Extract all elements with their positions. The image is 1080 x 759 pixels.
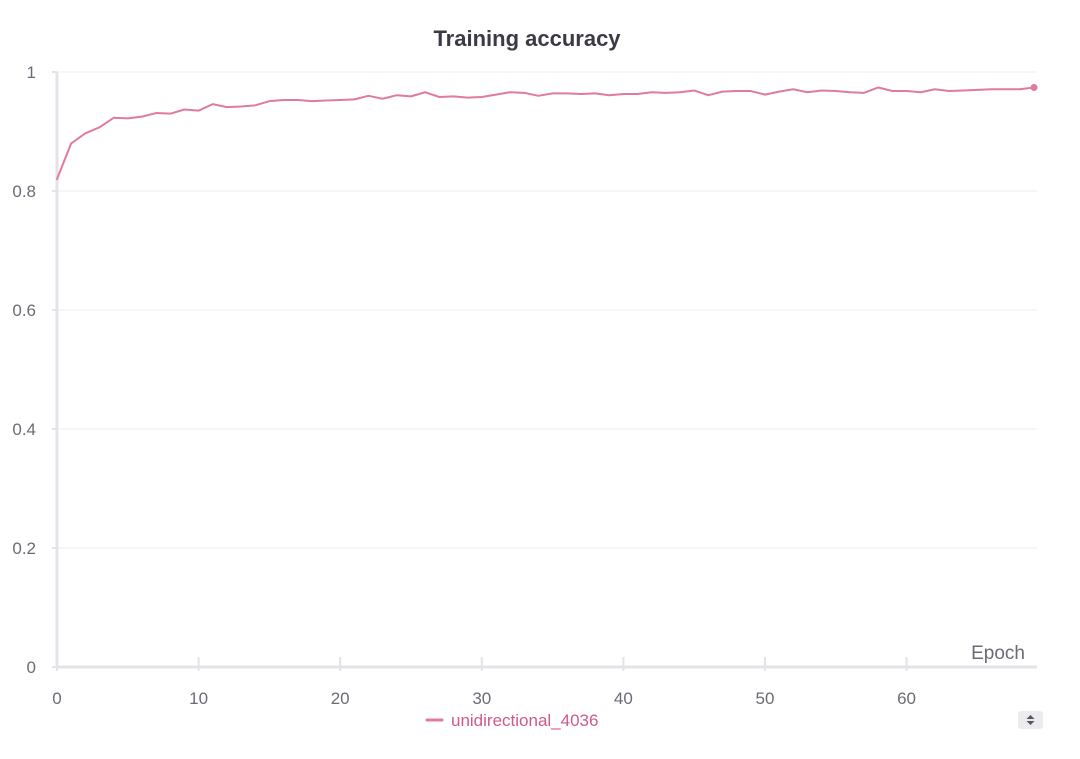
x-tick-labels: 0 10 20 30 40 50 60 [52, 689, 916, 708]
series-end-point [1030, 83, 1038, 91]
y-tick-label: 0.6 [12, 301, 36, 320]
y-tick-label: 0.8 [12, 182, 36, 201]
y-tick-label: 1 [27, 63, 36, 82]
series-layer [56, 83, 1038, 181]
x-tick-label: 50 [756, 689, 775, 708]
x-axis-label: Epoch [971, 643, 1025, 664]
x-tick-label: 10 [189, 689, 208, 708]
legend-toggle-button[interactable] [1018, 711, 1043, 729]
axes [52, 71, 1037, 671]
y-tick-label: 0 [27, 658, 36, 677]
x-tick-label: 30 [472, 689, 491, 708]
y-tick-label: 0.2 [12, 539, 36, 558]
chart-title: Training accuracy [433, 26, 621, 51]
y-tick-label: 0.4 [12, 420, 36, 439]
legend[interactable]: unidirectional_4036 [425, 711, 598, 730]
x-tick-label: 60 [897, 689, 916, 708]
legend-item-label[interactable]: unidirectional_4036 [451, 711, 598, 730]
series-line-unidirectional_4036 [56, 86, 1035, 181]
y-tick-labels: 0 0.2 0.4 0.6 0.8 1 [12, 63, 36, 677]
sort-arrows-icon [1026, 715, 1035, 725]
x-tick-label: 20 [331, 689, 350, 708]
x-tick-label: 40 [614, 689, 633, 708]
gridlines [57, 71, 1037, 549]
x-tick-label: 0 [52, 689, 61, 708]
